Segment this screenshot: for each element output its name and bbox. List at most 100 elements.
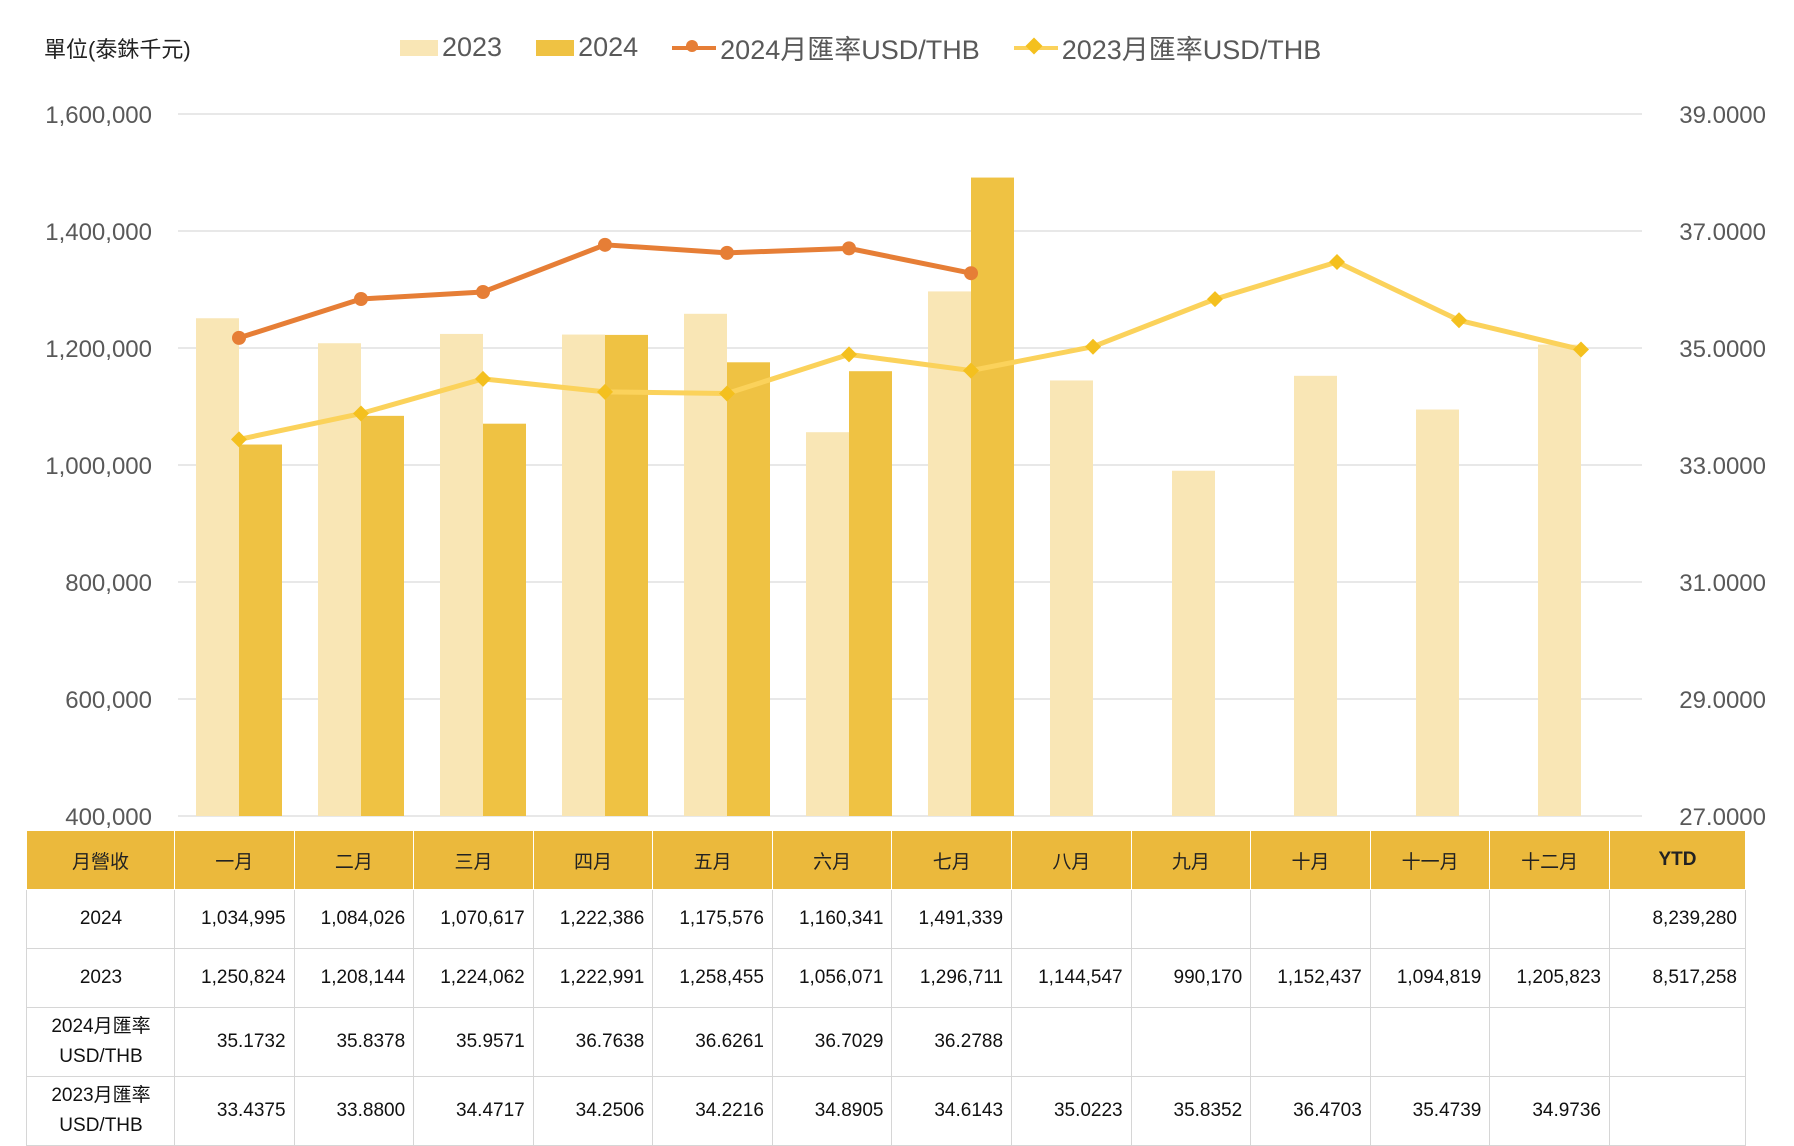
point-2023月匯率USD/THB [1085, 338, 1101, 355]
table-cell: 34.8905 [771, 1076, 893, 1146]
table-cell: 34.2216 [652, 1076, 773, 1146]
bar-2024 [239, 444, 282, 816]
bar-2023 [1416, 409, 1459, 816]
table-cell [1250, 889, 1371, 949]
table-header-cell: 十二月 [1489, 830, 1610, 890]
legend: 2023 2024 2024月匯率USD/THB 2023月匯率USD/THB [400, 28, 1355, 67]
table-header-cell: 七月 [891, 830, 1013, 890]
table-row-label: 2024 [26, 889, 175, 949]
table-cell: 35.1732 [174, 1007, 295, 1077]
table-cell: 1,056,071 [771, 948, 893, 1008]
point-2024月匯率USD/THB [476, 285, 490, 300]
table-header-cell: 十一月 [1369, 830, 1491, 890]
table-cell: 1,208,144 [293, 948, 415, 1008]
y-left-tick-label: 400,000 [65, 804, 152, 830]
table-cell: 1,491,339 [891, 889, 1013, 949]
legend-swatch [672, 38, 717, 58]
table-header-cell: 十月 [1250, 830, 1371, 890]
table-cell: 1,175,576 [652, 889, 773, 949]
table-cell [1369, 1007, 1491, 1077]
bar-2023 [806, 432, 849, 816]
table-cell: 1,070,617 [413, 889, 534, 949]
table-cell: 1,222,386 [532, 889, 654, 949]
unit-label: 單位(泰銖千元) [44, 37, 191, 62]
table-cell: 33.8800 [293, 1076, 415, 1146]
table-cell: 1,160,341 [771, 889, 893, 949]
table-header-cell: 八月 [1011, 830, 1132, 890]
bar-2023 [1050, 380, 1093, 816]
legend-label: 2023月匯率USD/THB [1061, 35, 1322, 65]
table-row-label: 2023 [26, 948, 175, 1008]
point-2024月匯率USD/THB [842, 241, 856, 256]
table-cell: 34.6143 [891, 1076, 1013, 1146]
point-2024月匯率USD/THB [720, 245, 734, 260]
table-cell [1130, 889, 1252, 949]
point-2023月匯率USD/THB [963, 362, 979, 379]
legend-item-2024-bar: 2024 [536, 32, 638, 63]
bar-2023 [440, 333, 483, 816]
table-header-cell: 五月 [652, 830, 773, 890]
table-cell [1609, 1076, 1746, 1146]
bar-2023 [196, 318, 239, 816]
table-body: 2024 1,034,995 1,084,026 1,070,617 1,222,386… [26, 889, 1746, 1146]
y-right-tick-label: 29.0000 [1679, 687, 1766, 714]
y-right-tick-label: 33.0000 [1679, 453, 1766, 480]
table-cell: 990,170 [1130, 948, 1252, 1008]
y-left-tick-label: 800,000 [65, 570, 152, 597]
table-header-cell: 四月 [532, 830, 654, 890]
table-header-cell: 二月 [293, 830, 415, 890]
point-2023月匯率USD/THB [1207, 291, 1223, 308]
table-header-cell: 六月 [771, 830, 893, 890]
table-header-cell: 月營收 [26, 830, 175, 890]
point-2023月匯率USD/THB [353, 405, 369, 422]
bar-2024 [361, 415, 404, 816]
table-cell: 34.4717 [413, 1076, 534, 1146]
bar-2024 [971, 177, 1014, 817]
table-row: 2023月匯率 USD/THB 33.4375 33.8800 34.4717 34.25… [26, 1076, 1746, 1146]
y-left-tick-label: 1,600,000 [45, 102, 152, 129]
table-cell: 35.8378 [293, 1007, 415, 1077]
combo-chart: 400,000 600,000 800,000 1,000,000 1,200,000 1… [45, 102, 1766, 830]
table-header-cell: 九月 [1130, 830, 1252, 890]
point-2023月匯率USD/THB [475, 370, 491, 387]
legend-swatch [400, 39, 438, 56]
table-cell: 1,152,437 [1250, 948, 1371, 1008]
table-cell: 36.2788 [891, 1007, 1013, 1077]
bar-2023 [928, 291, 971, 816]
table-row: 2024 1,034,995 1,084,026 1,070,617 1,222,386… [26, 889, 1746, 949]
legend-item-2024-rate-line: 2024月匯率USD/THB [672, 28, 980, 67]
table-header-cell: YTD [1609, 830, 1746, 890]
y-right-tick-label: 35.0000 [1679, 336, 1766, 363]
table-cell: 1,296,711 [891, 948, 1013, 1008]
table-cell: 8,239,280 [1609, 889, 1746, 949]
y-right-tick-label: 31.0000 [1679, 570, 1766, 597]
legend-swatch [1013, 37, 1058, 58]
y-left-tick-label: 1,400,000 [45, 219, 152, 246]
table-cell: 1,222,991 [532, 948, 654, 1008]
bar-2023 [1172, 470, 1215, 816]
table-row-label: 2023月匯率 USD/THB [26, 1076, 175, 1146]
legend-swatch [536, 39, 575, 56]
point-2024月匯率USD/THB [598, 237, 612, 252]
table-cell [1011, 1007, 1132, 1077]
bar-2023 [1538, 344, 1581, 816]
table-cell: 34.9736 [1489, 1076, 1610, 1146]
table-header-row: 月營收 一月 二月 三月 四月 五月 六月 七月 八月 九月 十月 十一月 十二… [26, 830, 1746, 890]
point-2023月匯率USD/THB [597, 383, 613, 400]
table-cell: 35.8352 [1130, 1076, 1252, 1146]
y-right-tick-label: 37.0000 [1679, 219, 1766, 246]
table-cell: 1,224,062 [413, 948, 534, 1008]
y-left-tick-label: 1,200,000 [45, 336, 152, 363]
point-2023月匯率USD/THB [719, 385, 735, 402]
point-2024月匯率USD/THB [964, 266, 978, 281]
legend-label: 2024月匯率USD/THB [720, 35, 980, 65]
table-cell: 1,084,026 [293, 889, 415, 949]
bar-2024 [849, 371, 892, 816]
point-2023月匯率USD/THB [841, 346, 857, 363]
legend-item-2023-bar: 2023 [400, 32, 502, 63]
table-cell: 1,258,455 [652, 948, 773, 1008]
bar-2023 [1294, 375, 1337, 816]
table-cell [1250, 1007, 1371, 1077]
table-cell: 8,517,258 [1609, 948, 1746, 1008]
line-2024月匯率USD/THB [236, 242, 974, 341]
